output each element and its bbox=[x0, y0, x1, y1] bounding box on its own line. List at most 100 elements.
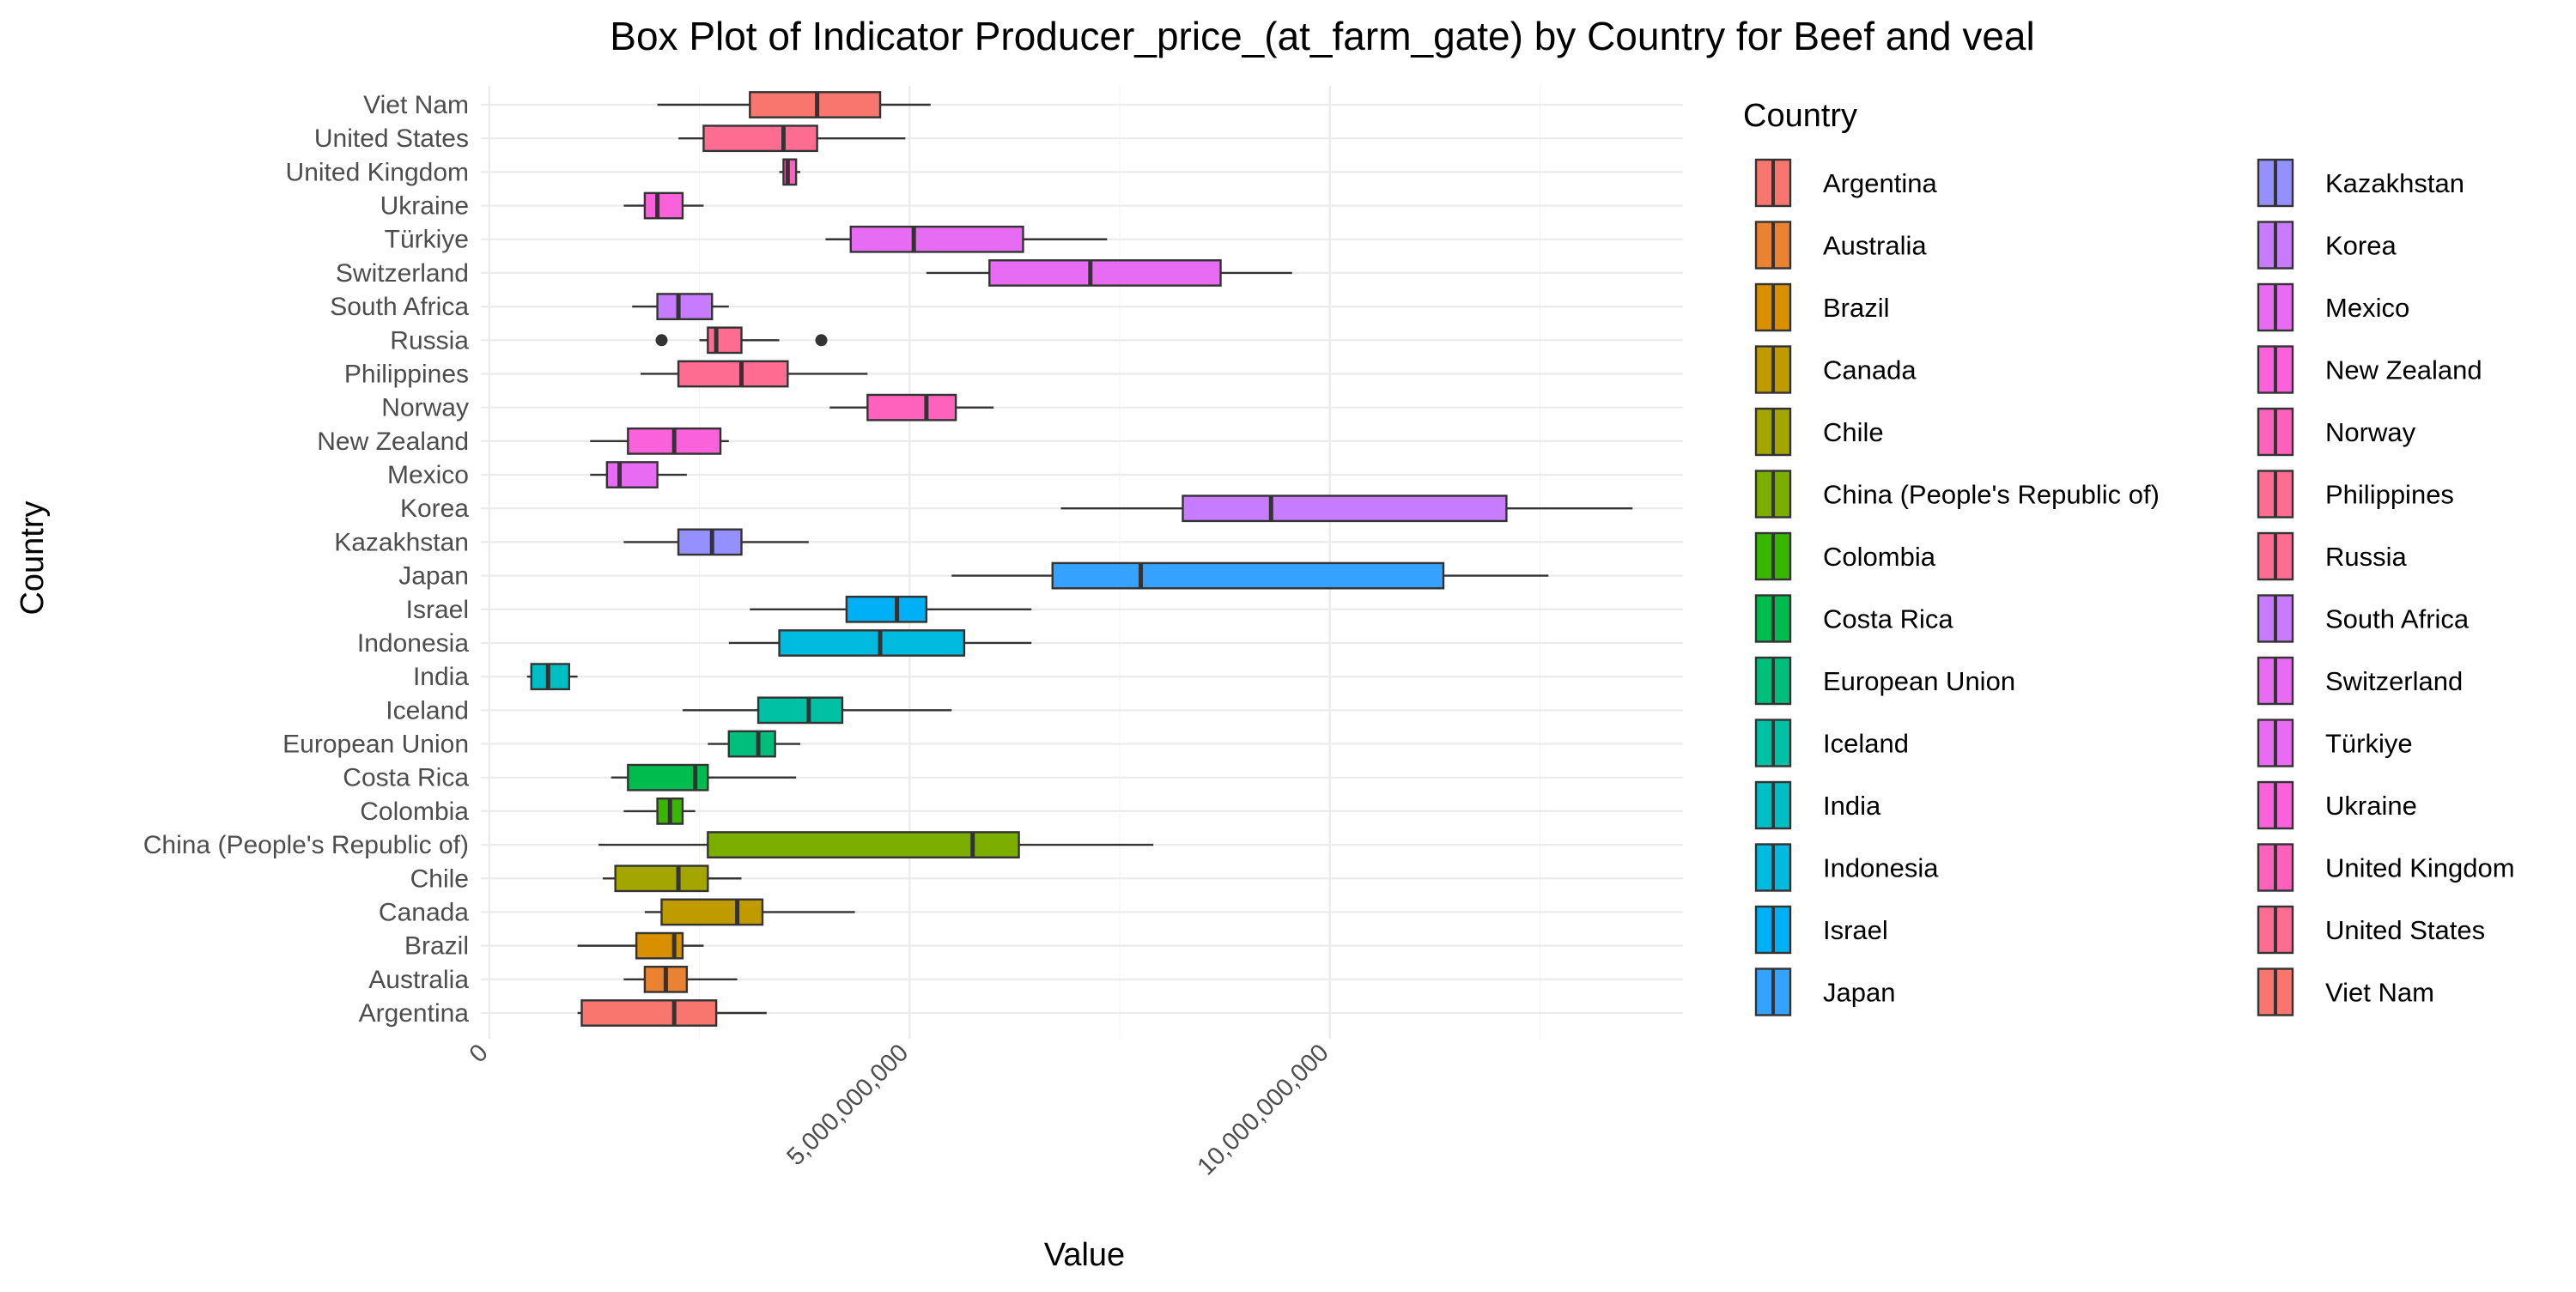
legend-label: Canada bbox=[1823, 355, 1917, 385]
box-india bbox=[526, 663, 578, 691]
box-ukraine bbox=[623, 191, 704, 220]
y-tick-label: United States bbox=[314, 124, 469, 153]
y-tick-label: Canada bbox=[379, 898, 469, 926]
legend-item: New Zealand bbox=[2257, 345, 2482, 394]
box-iqr bbox=[707, 831, 1020, 858]
box-iqr bbox=[605, 461, 659, 488]
legend-item: Viet Nam bbox=[2257, 967, 2434, 1016]
box-canada bbox=[644, 898, 855, 926]
box-iqr bbox=[614, 864, 709, 893]
y-axis-title: Country bbox=[15, 500, 51, 615]
box-european-union bbox=[708, 730, 801, 758]
legend-label: South Africa bbox=[2325, 604, 2470, 634]
legend-label: India bbox=[1823, 791, 1881, 821]
legend-label: Mexico bbox=[2325, 293, 2409, 323]
box-iceland bbox=[682, 696, 952, 725]
legend-label: Iceland bbox=[1823, 729, 1909, 759]
outlier-point bbox=[815, 334, 828, 347]
y-tick-label: Costa Rica bbox=[343, 764, 469, 792]
legend-item: Chile bbox=[1754, 407, 1884, 457]
box-united-kingdom bbox=[779, 158, 801, 186]
box-viet-nam bbox=[657, 91, 931, 118]
legend-item: European Union bbox=[1754, 656, 2015, 706]
y-tick-label: Viet Nam bbox=[363, 91, 469, 119]
legend-label: Argentina bbox=[1823, 168, 1937, 198]
plot-area: 0 5,000,000,000 10,000,000,000 Argentina Aus… bbox=[143, 86, 1683, 1180]
legend-label: Norway bbox=[2325, 417, 2416, 447]
x-tick-label: 5,000,000,000 bbox=[781, 1039, 914, 1171]
box-kazakhstan bbox=[623, 528, 809, 556]
legend-item: Philippines bbox=[2257, 470, 2454, 519]
legend-label: United Kingdom bbox=[2325, 853, 2515, 883]
box-colombia bbox=[623, 797, 696, 825]
box-iqr bbox=[580, 999, 718, 1027]
legend-label: Colombia bbox=[1823, 542, 1936, 572]
box-t-rkiye bbox=[825, 225, 1108, 253]
box-iqr bbox=[677, 360, 789, 388]
legend-item: Argentina bbox=[1754, 158, 1937, 208]
y-tick-label: Korea bbox=[400, 494, 469, 523]
box-new-zealand bbox=[590, 427, 729, 455]
legend-label: Kazakhstan bbox=[2325, 168, 2464, 198]
outlier-point bbox=[655, 334, 668, 347]
legend-item: South Africa bbox=[2257, 594, 2470, 643]
box-costa-rica bbox=[611, 763, 797, 792]
y-tick-label: South Africa bbox=[330, 293, 469, 321]
box-iqr bbox=[660, 898, 764, 926]
legend-label: Costa Rica bbox=[1823, 604, 1953, 634]
y-tick-label: Switzerland bbox=[336, 259, 469, 288]
legend-label: Ukraine bbox=[2325, 791, 2417, 821]
chart-title: Box Plot of Indicator Producer_price_(at… bbox=[610, 14, 2034, 58]
legend-label: New Zealand bbox=[2325, 355, 2482, 385]
x-tick-label: 0 bbox=[465, 1039, 494, 1068]
legend-item: Kazakhstan bbox=[2257, 158, 2464, 208]
box-iqr bbox=[1051, 561, 1445, 590]
legend-item: Colombia bbox=[1754, 531, 1936, 581]
legend-label: Australia bbox=[1823, 231, 1927, 261]
legend-label: Russia bbox=[2325, 542, 2408, 572]
legend-label: Israel bbox=[1823, 915, 1888, 945]
box-iqr bbox=[778, 629, 966, 657]
box-iqr bbox=[656, 293, 714, 321]
box-iqr bbox=[1182, 494, 1508, 523]
box-russia bbox=[655, 326, 828, 355]
box-china-people-s-republic-of- bbox=[598, 831, 1154, 858]
box-iqr bbox=[707, 326, 743, 355]
y-tick-label: Russia bbox=[390, 326, 469, 355]
legend-label: Brazil bbox=[1823, 293, 1890, 323]
box-brazil bbox=[577, 931, 704, 960]
y-tick-label: Mexico bbox=[387, 461, 469, 489]
legend-item: Costa Rica bbox=[1754, 594, 1953, 643]
y-tick-label: Indonesia bbox=[357, 629, 469, 658]
y-tick-label: Brazil bbox=[404, 932, 469, 961]
box-iqr bbox=[643, 191, 684, 220]
box-iqr bbox=[727, 730, 776, 758]
y-tick-label: Japan bbox=[398, 562, 469, 591]
legend-item: Israel bbox=[1754, 905, 1888, 955]
box-argentina bbox=[577, 999, 767, 1027]
y-tick-label: Iceland bbox=[386, 696, 469, 725]
y-tick-label: Norway bbox=[381, 394, 469, 422]
legend-label: Türkiye bbox=[2325, 729, 2413, 759]
y-tick-label: Ukraine bbox=[380, 192, 469, 221]
box-iqr bbox=[988, 259, 1222, 287]
legend-item: Australia bbox=[1754, 221, 1927, 270]
y-tick-label: Colombia bbox=[360, 798, 469, 826]
legend-label: Philippines bbox=[2325, 480, 2454, 510]
legend-item: Norway bbox=[2257, 407, 2416, 457]
legend-label: Switzerland bbox=[2325, 666, 2463, 696]
box-australia bbox=[623, 965, 738, 993]
legend-item: Iceland bbox=[1754, 719, 1909, 767]
legend-label: Japan bbox=[1823, 978, 1895, 1008]
legend-item: Korea bbox=[2257, 221, 2397, 270]
y-tick-label: Kazakhstan bbox=[334, 528, 469, 556]
box-iqr bbox=[849, 225, 1024, 253]
y-tick-label: Philippines bbox=[344, 360, 469, 388]
y-tick-label: China (People's Republic of) bbox=[143, 831, 469, 859]
legend-item: India bbox=[1754, 780, 1881, 830]
y-tick-label: Türkiye bbox=[385, 226, 469, 254]
legend-label: Chile bbox=[1823, 417, 1884, 447]
legend-item: United States bbox=[2257, 905, 2485, 955]
legend-label: Indonesia bbox=[1823, 853, 1939, 883]
y-tick-label: United Kingdom bbox=[286, 158, 469, 186]
